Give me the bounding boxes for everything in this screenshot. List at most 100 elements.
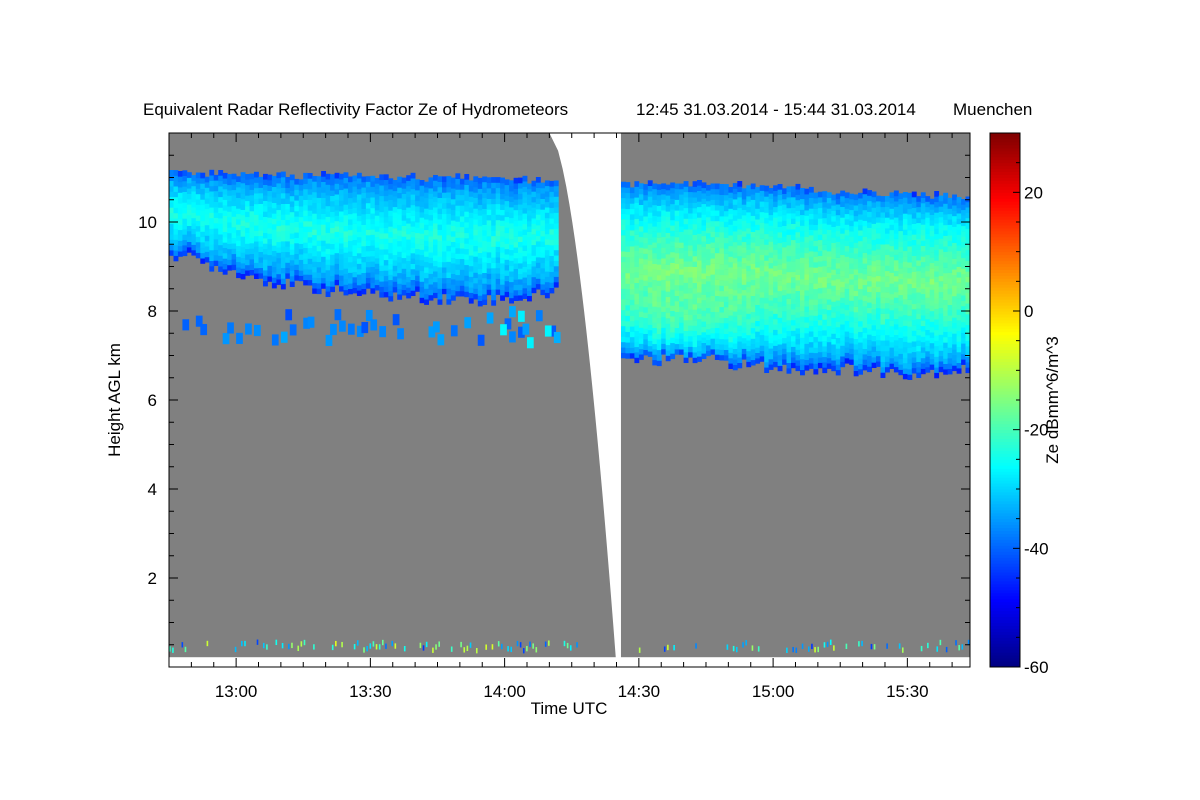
heatmap-cell [509, 255, 514, 261]
heatmap-cell [522, 282, 528, 289]
heatmap-cell [697, 286, 702, 293]
clutter-cell [870, 643, 873, 650]
heatmap-cell [683, 319, 689, 326]
heatmap-cell [361, 246, 367, 252]
heatmap-cell [840, 313, 846, 320]
heatmap-cell [316, 192, 322, 198]
heatmap-cell [786, 277, 792, 283]
heatmap-cell [388, 178, 394, 184]
heatmap-cell [871, 308, 877, 315]
heatmap-cell [876, 217, 881, 223]
heatmap-cell [446, 186, 452, 193]
heatmap-cell [415, 275, 420, 282]
heatmap-cell [522, 202, 528, 209]
heatmap-cell [634, 186, 640, 193]
heatmap-cell [509, 297, 514, 304]
heatmap-cell [374, 178, 380, 184]
heatmap-cell [482, 176, 488, 183]
heatmap-cell [898, 193, 904, 199]
heatmap-cell [513, 284, 519, 291]
heatmap-cell [750, 242, 756, 248]
heatmap-cell [795, 274, 801, 281]
heatmap-cell [267, 185, 273, 191]
heatmap-cell [428, 230, 434, 237]
clutter-cell [288, 643, 290, 650]
heatmap-cell [348, 240, 353, 247]
heatmap-cell [473, 203, 479, 209]
heatmap-cell [853, 354, 859, 361]
heatmap-cell [768, 310, 774, 317]
heatmap-cell [200, 210, 206, 216]
colorbar-cell [990, 367, 1020, 371]
heatmap-cell [271, 256, 277, 262]
heatmap-cell [455, 189, 461, 195]
heatmap-cell [312, 266, 318, 273]
heatmap-cell [446, 261, 452, 268]
heatmap-cell [513, 252, 519, 259]
heatmap-cell [280, 235, 286, 242]
heatmap-cell [808, 341, 814, 348]
heatmap-cell [965, 244, 971, 251]
heatmap-cell [343, 268, 349, 275]
heatmap-cell [786, 341, 792, 347]
heatmap-cell [732, 359, 738, 365]
heatmap-cell [728, 325, 734, 332]
heatmap-cell [764, 367, 770, 373]
heatmap-cell [245, 259, 250, 266]
heatmap-cell [531, 228, 537, 235]
heatmap-cell [679, 215, 684, 222]
heatmap-cell [835, 300, 841, 306]
heatmap-cell [473, 235, 479, 241]
heatmap-cell [236, 332, 243, 344]
clutter-cell [169, 646, 171, 652]
heatmap-cell [473, 187, 479, 193]
heatmap-cell [965, 223, 971, 229]
heatmap-cell [804, 332, 810, 339]
heatmap-cell [853, 263, 859, 270]
heatmap-cell [321, 240, 326, 247]
heatmap-cell [312, 218, 318, 225]
heatmap-cell [379, 270, 385, 277]
heatmap-cell [835, 327, 841, 333]
heatmap-cell [522, 213, 528, 219]
heatmap-cell [795, 290, 801, 297]
heatmap-cell [697, 180, 702, 186]
heatmap-cell [728, 347, 734, 353]
heatmap-cell [683, 293, 689, 299]
heatmap-cell [271, 191, 277, 198]
heatmap-cell [943, 369, 949, 375]
heatmap-cell [442, 192, 447, 199]
heatmap-cell [312, 181, 318, 187]
heatmap-cell [410, 220, 416, 227]
heatmap-cell [638, 220, 644, 227]
heatmap-cell [853, 311, 859, 318]
heatmap-cell [925, 367, 931, 373]
heatmap-cell [227, 179, 233, 186]
colorbar-cell [990, 328, 1020, 333]
heatmap-cell [433, 185, 438, 192]
heatmap-cell [621, 293, 626, 300]
heatmap-cell [795, 306, 801, 313]
heatmap-cell [415, 270, 420, 276]
heatmap-cell [876, 361, 881, 367]
heatmap-cell [759, 206, 765, 213]
heatmap-cell [947, 299, 953, 305]
heatmap-cell [173, 250, 179, 256]
heatmap-cell [800, 278, 805, 285]
heatmap-cell [782, 209, 787, 216]
clutter-cell [432, 647, 434, 653]
heatmap-cell [907, 251, 913, 258]
clutter-cell [757, 646, 760, 652]
heatmap-cell [289, 190, 295, 197]
heatmap-cell [195, 241, 201, 248]
heatmap-cell [621, 192, 626, 199]
heatmap-cell [629, 208, 635, 215]
heatmap-cell [397, 251, 403, 258]
heatmap-cell [732, 364, 738, 371]
heatmap-cell [209, 228, 215, 235]
heatmap-cell [746, 313, 752, 320]
heatmap-cell [249, 243, 255, 249]
heatmap-cell [956, 202, 962, 209]
heatmap-cell [419, 265, 425, 272]
heatmap-cell [437, 176, 443, 182]
